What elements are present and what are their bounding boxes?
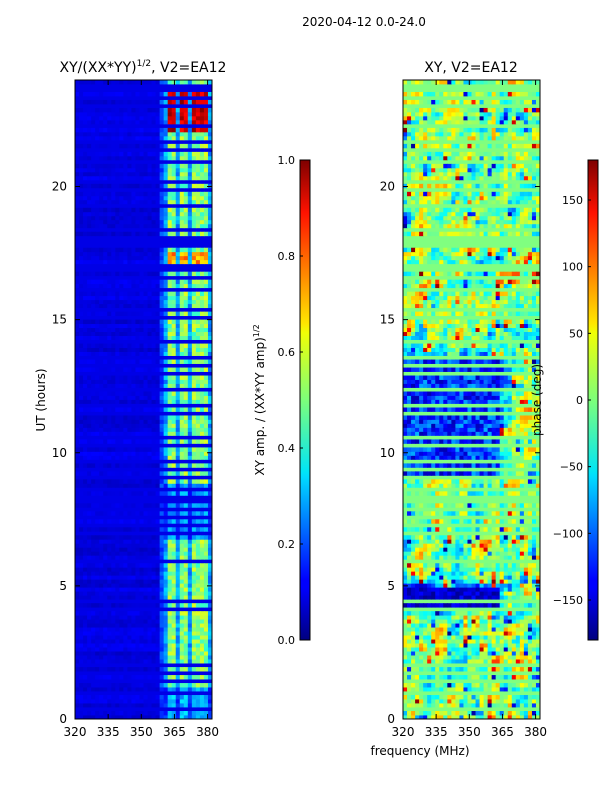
colorbar-tick-label: −150: [553, 594, 583, 607]
y-tick-label: 0: [387, 712, 395, 726]
y-tick-label: 0: [59, 712, 67, 726]
y-tick-label: 15: [52, 313, 67, 327]
figure-suptitle: 2020-04-12 0.0-24.0: [302, 15, 426, 29]
colorbar-tick-label: 150: [562, 194, 583, 207]
phase-panel: XY, V2=EA12 320 335 350 365 380 0 5 10 15 20: [380, 60, 547, 739]
amplitude-heatmap: [75, 80, 212, 719]
y-tick-label: 5: [59, 579, 67, 593]
colorbar-tick-label: 0.4: [278, 442, 296, 455]
colorbar-tick-label: −50: [560, 461, 583, 474]
amplitude-colorbar-label: XY amp. / (XX*YY amp)1/2: [252, 324, 267, 475]
phase-colorbar-label: phase (deg): [530, 364, 544, 436]
x-tick-label: 350: [458, 725, 481, 739]
x-tick-label: 380: [524, 725, 547, 739]
x-tick-label: 320: [64, 725, 87, 739]
x-tick-label: 350: [130, 725, 153, 739]
amplitude-axes: 320 335 350 365 380 0 5 10 15 20: [52, 80, 219, 739]
amplitude-panel-title: XY/(XX*YY)1/2, V2=EA12: [60, 59, 227, 76]
amplitude-panel: XY/(XX*YY)1/2, V2=EA12 320 335 350 365 380 0 5…: [34, 59, 226, 739]
y-tick-label: 15: [380, 313, 395, 327]
x-tick-label: 320: [392, 725, 415, 739]
y-tick-label: 5: [387, 579, 395, 593]
colorbar-tick-label: 0.8: [278, 250, 296, 263]
amplitude-plot-frame: [74, 79, 213, 720]
amplitude-colorbar-gradient: [299, 159, 311, 641]
y-tick-label: 10: [380, 446, 395, 460]
colorbar-tick-label: −100: [553, 527, 583, 540]
phase-axes: 320 335 350 365 380 0 5 10 15 20: [380, 80, 547, 739]
x-tick-label: 335: [97, 725, 120, 739]
colorbar-tick-label: 0.2: [278, 538, 296, 551]
y-tick-label: 20: [52, 180, 67, 194]
x-tick-label: 365: [163, 725, 186, 739]
phase-plot-frame: [402, 79, 541, 720]
y-tick-label: 10: [52, 446, 67, 460]
colorbar-tick-label: 1.0: [278, 154, 296, 167]
colorbar-tick-label: 50: [569, 327, 583, 340]
colorbar-tick-label: 0.6: [278, 346, 296, 359]
colorbar-tick-label: 100: [562, 261, 583, 274]
x-tick-label: 365: [491, 725, 514, 739]
x-tick-label: 380: [196, 725, 219, 739]
phase-heatmap: [403, 80, 540, 719]
amplitude-colorbar-ticks: 0.0 0.2 0.4 0.6 0.8 1.0: [278, 154, 303, 647]
frequency-x-axis-label: frequency (MHz): [370, 744, 469, 758]
colorbar-tick-label: 0.0: [278, 634, 296, 647]
colorbar-tick-label: 0: [576, 394, 583, 407]
x-tick-label: 335: [425, 725, 448, 739]
y-tick-label: 20: [380, 180, 395, 194]
phase-colorbar: phase (deg) −150 −100 −50 0 50 100 150: [530, 159, 599, 641]
amplitude-y-axis-label: UT (hours): [34, 368, 48, 431]
phase-colorbar-ticks: −150 −100 −50 0 50 100 150: [553, 194, 591, 607]
amplitude-colorbar: 0.0 0.2 0.4 0.6 0.8 1.0 XY amp. / (XX*YY amp)…: [252, 154, 311, 647]
phase-panel-title: XY, V2=EA12: [424, 60, 518, 76]
